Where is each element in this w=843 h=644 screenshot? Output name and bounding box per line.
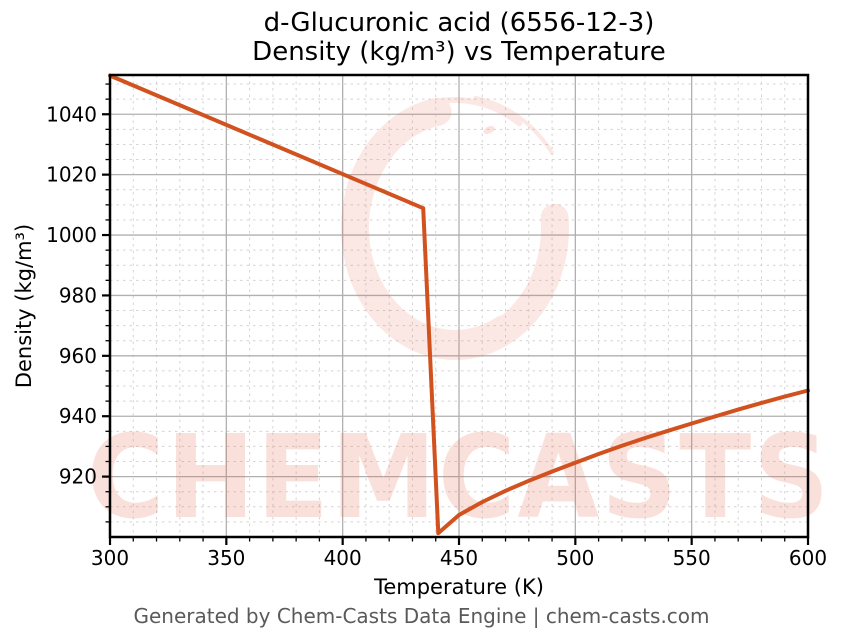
x-tick-label: 450 bbox=[440, 546, 478, 570]
grid-lines bbox=[109, 75, 809, 537]
logo-inner-arc bbox=[362, 258, 507, 342]
watermark: CHEMCASTS bbox=[87, 96, 831, 545]
x-axis-label: Temperature (K) bbox=[374, 575, 544, 599]
y-axis-label: Density (kg/m³) bbox=[12, 223, 36, 389]
x-tick-label: 600 bbox=[789, 546, 827, 570]
watermark-text: CHEMCASTS bbox=[87, 411, 831, 545]
x-tick-label: 550 bbox=[673, 546, 711, 570]
logo-top-streak bbox=[404, 97, 523, 127]
y-tick-label: 1000 bbox=[46, 223, 97, 247]
logo-main-arc bbox=[341, 97, 569, 360]
x-tick-label: 350 bbox=[207, 546, 245, 570]
density-curve bbox=[108, 73, 810, 536]
x-tick-label: 300 bbox=[91, 546, 129, 570]
chart-title-line1: d-Glucuronic acid (6556-12-3) bbox=[263, 8, 655, 38]
logo-accent-dot bbox=[483, 125, 495, 135]
axes-ticks-labels: 300 350 400 450 500 550 600 920 940 960 980 1000 102… bbox=[46, 73, 827, 570]
y-tick-label: 940 bbox=[59, 404, 97, 428]
chemcasts-ring-logo bbox=[341, 96, 569, 360]
y-tick-label: 920 bbox=[59, 465, 97, 489]
chart-title: d-Glucuronic acid (6556-12-3) Density (k… bbox=[110, 9, 808, 67]
x-tick-label: 500 bbox=[556, 546, 594, 570]
x-tick-label: 400 bbox=[324, 546, 362, 570]
y-tick-label: 980 bbox=[59, 283, 97, 307]
data-series bbox=[108, 73, 810, 536]
chart-title-line2: Density (kg/m³) vs Temperature bbox=[252, 37, 666, 67]
y-tick-label: 1020 bbox=[46, 163, 97, 187]
logo-top-streak-2 bbox=[473, 96, 554, 155]
y-tick-label: 960 bbox=[59, 344, 97, 368]
footer-text: Generated by Chem-Casts Data Engine | ch… bbox=[133, 604, 710, 628]
logo-right-sliver bbox=[552, 242, 567, 283]
y-tick-label: 1040 bbox=[46, 102, 97, 126]
